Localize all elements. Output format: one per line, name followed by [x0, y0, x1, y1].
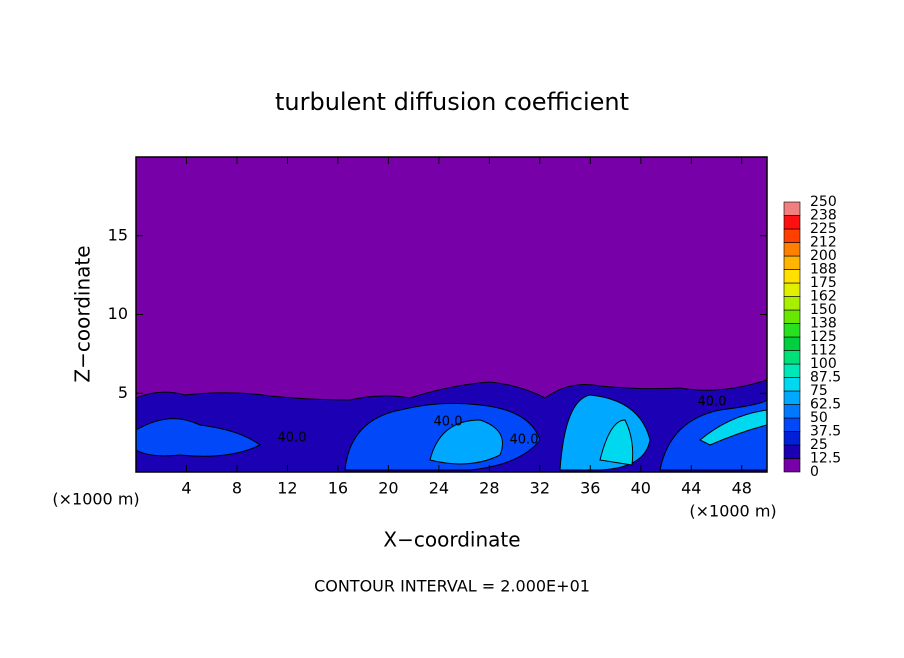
colorbar-label: 238 — [810, 208, 837, 224]
colorbar-label: 162 — [810, 289, 837, 305]
colorbar-segment — [783, 444, 801, 459]
x-axis-label: X−coordinate — [383, 528, 520, 552]
colorbar-segment — [783, 363, 801, 378]
x-tick-label: 44 — [681, 479, 701, 498]
colorbar-label: 0 — [810, 464, 819, 480]
x-unit: (×1000 m) — [52, 490, 139, 509]
colorbar-label: 250 — [810, 194, 837, 210]
colorbar-label: 62.5 — [810, 397, 841, 413]
x-tick-label: 20 — [378, 479, 398, 498]
colorbar-segment — [783, 309, 801, 324]
colorbar-label: 87.5 — [810, 370, 841, 386]
colorbar-segment — [783, 390, 801, 405]
colorbar-segment — [783, 323, 801, 338]
field-patch — [135, 418, 261, 457]
colorbar-label: 100 — [810, 356, 837, 372]
colorbar-label: 138 — [810, 316, 837, 332]
colorbar-label: 150 — [810, 302, 837, 318]
colorbar-segment — [783, 350, 801, 365]
colorbar-label: 175 — [810, 275, 837, 291]
x-tick-label: 40 — [631, 479, 651, 498]
contour-label: 40.0 — [278, 431, 307, 446]
x-tick-label: 32 — [530, 479, 550, 498]
x-tick-label: 36 — [580, 479, 600, 498]
field-patch — [599, 419, 634, 466]
colorbar-label: 200 — [810, 248, 837, 264]
field — [135, 157, 768, 473]
field-patch — [429, 419, 503, 465]
colorbar-label: 125 — [810, 329, 837, 345]
y-tick-label: 10 — [108, 304, 128, 323]
contour-label: 40.0 — [510, 433, 539, 448]
x-tick-label: 8 — [232, 479, 242, 498]
colorbar-segment — [783, 269, 801, 284]
colorbar-label: 12.5 — [810, 451, 841, 467]
colorbar-segment — [783, 336, 801, 351]
colorbar-segment — [783, 255, 801, 270]
colorbar-label: 75 — [810, 383, 828, 399]
contour-label: 40.0 — [434, 415, 463, 430]
colorbar-label: 25 — [810, 437, 828, 453]
colorbar-segment — [783, 282, 801, 297]
colorbar-label: 212 — [810, 235, 837, 251]
colorbar-label: 225 — [810, 221, 837, 237]
footer: CONTOUR INTERVAL = 2.000E+01 — [314, 577, 590, 596]
colorbar-segment — [783, 417, 801, 432]
chart-title: turbulent diffusion coefficient — [275, 88, 629, 116]
colorbar-segment — [783, 458, 801, 473]
colorbar-label: 112 — [810, 343, 837, 359]
colorbar-segment — [783, 242, 801, 257]
colorbar-label: 50 — [810, 410, 828, 426]
y-tick-label: 5 — [118, 383, 128, 402]
x-tick-label: 48 — [732, 479, 752, 498]
colorbar-segment — [783, 296, 801, 311]
x-unit: (×1000 m) — [689, 502, 776, 521]
x-tick-label: 12 — [277, 479, 297, 498]
x-tick-label: 28 — [479, 479, 499, 498]
colorbar-segment — [783, 377, 801, 392]
y-axis-label: Z−coordinate — [71, 245, 95, 382]
colorbar-segment — [783, 228, 801, 243]
colorbar-segment — [783, 215, 801, 230]
y-tick-label: 15 — [108, 225, 128, 244]
colorbar-segment — [783, 431, 801, 446]
colorbar-segment — [783, 201, 801, 216]
colorbar-segment — [783, 404, 801, 419]
x-tick-label: 4 — [181, 479, 191, 498]
colorbar-label: 188 — [810, 262, 837, 278]
x-tick-label: 16 — [328, 479, 348, 498]
x-tick-label: 24 — [429, 479, 449, 498]
contour-label: 40.0 — [698, 395, 727, 410]
colorbar-label: 37.5 — [810, 424, 841, 440]
